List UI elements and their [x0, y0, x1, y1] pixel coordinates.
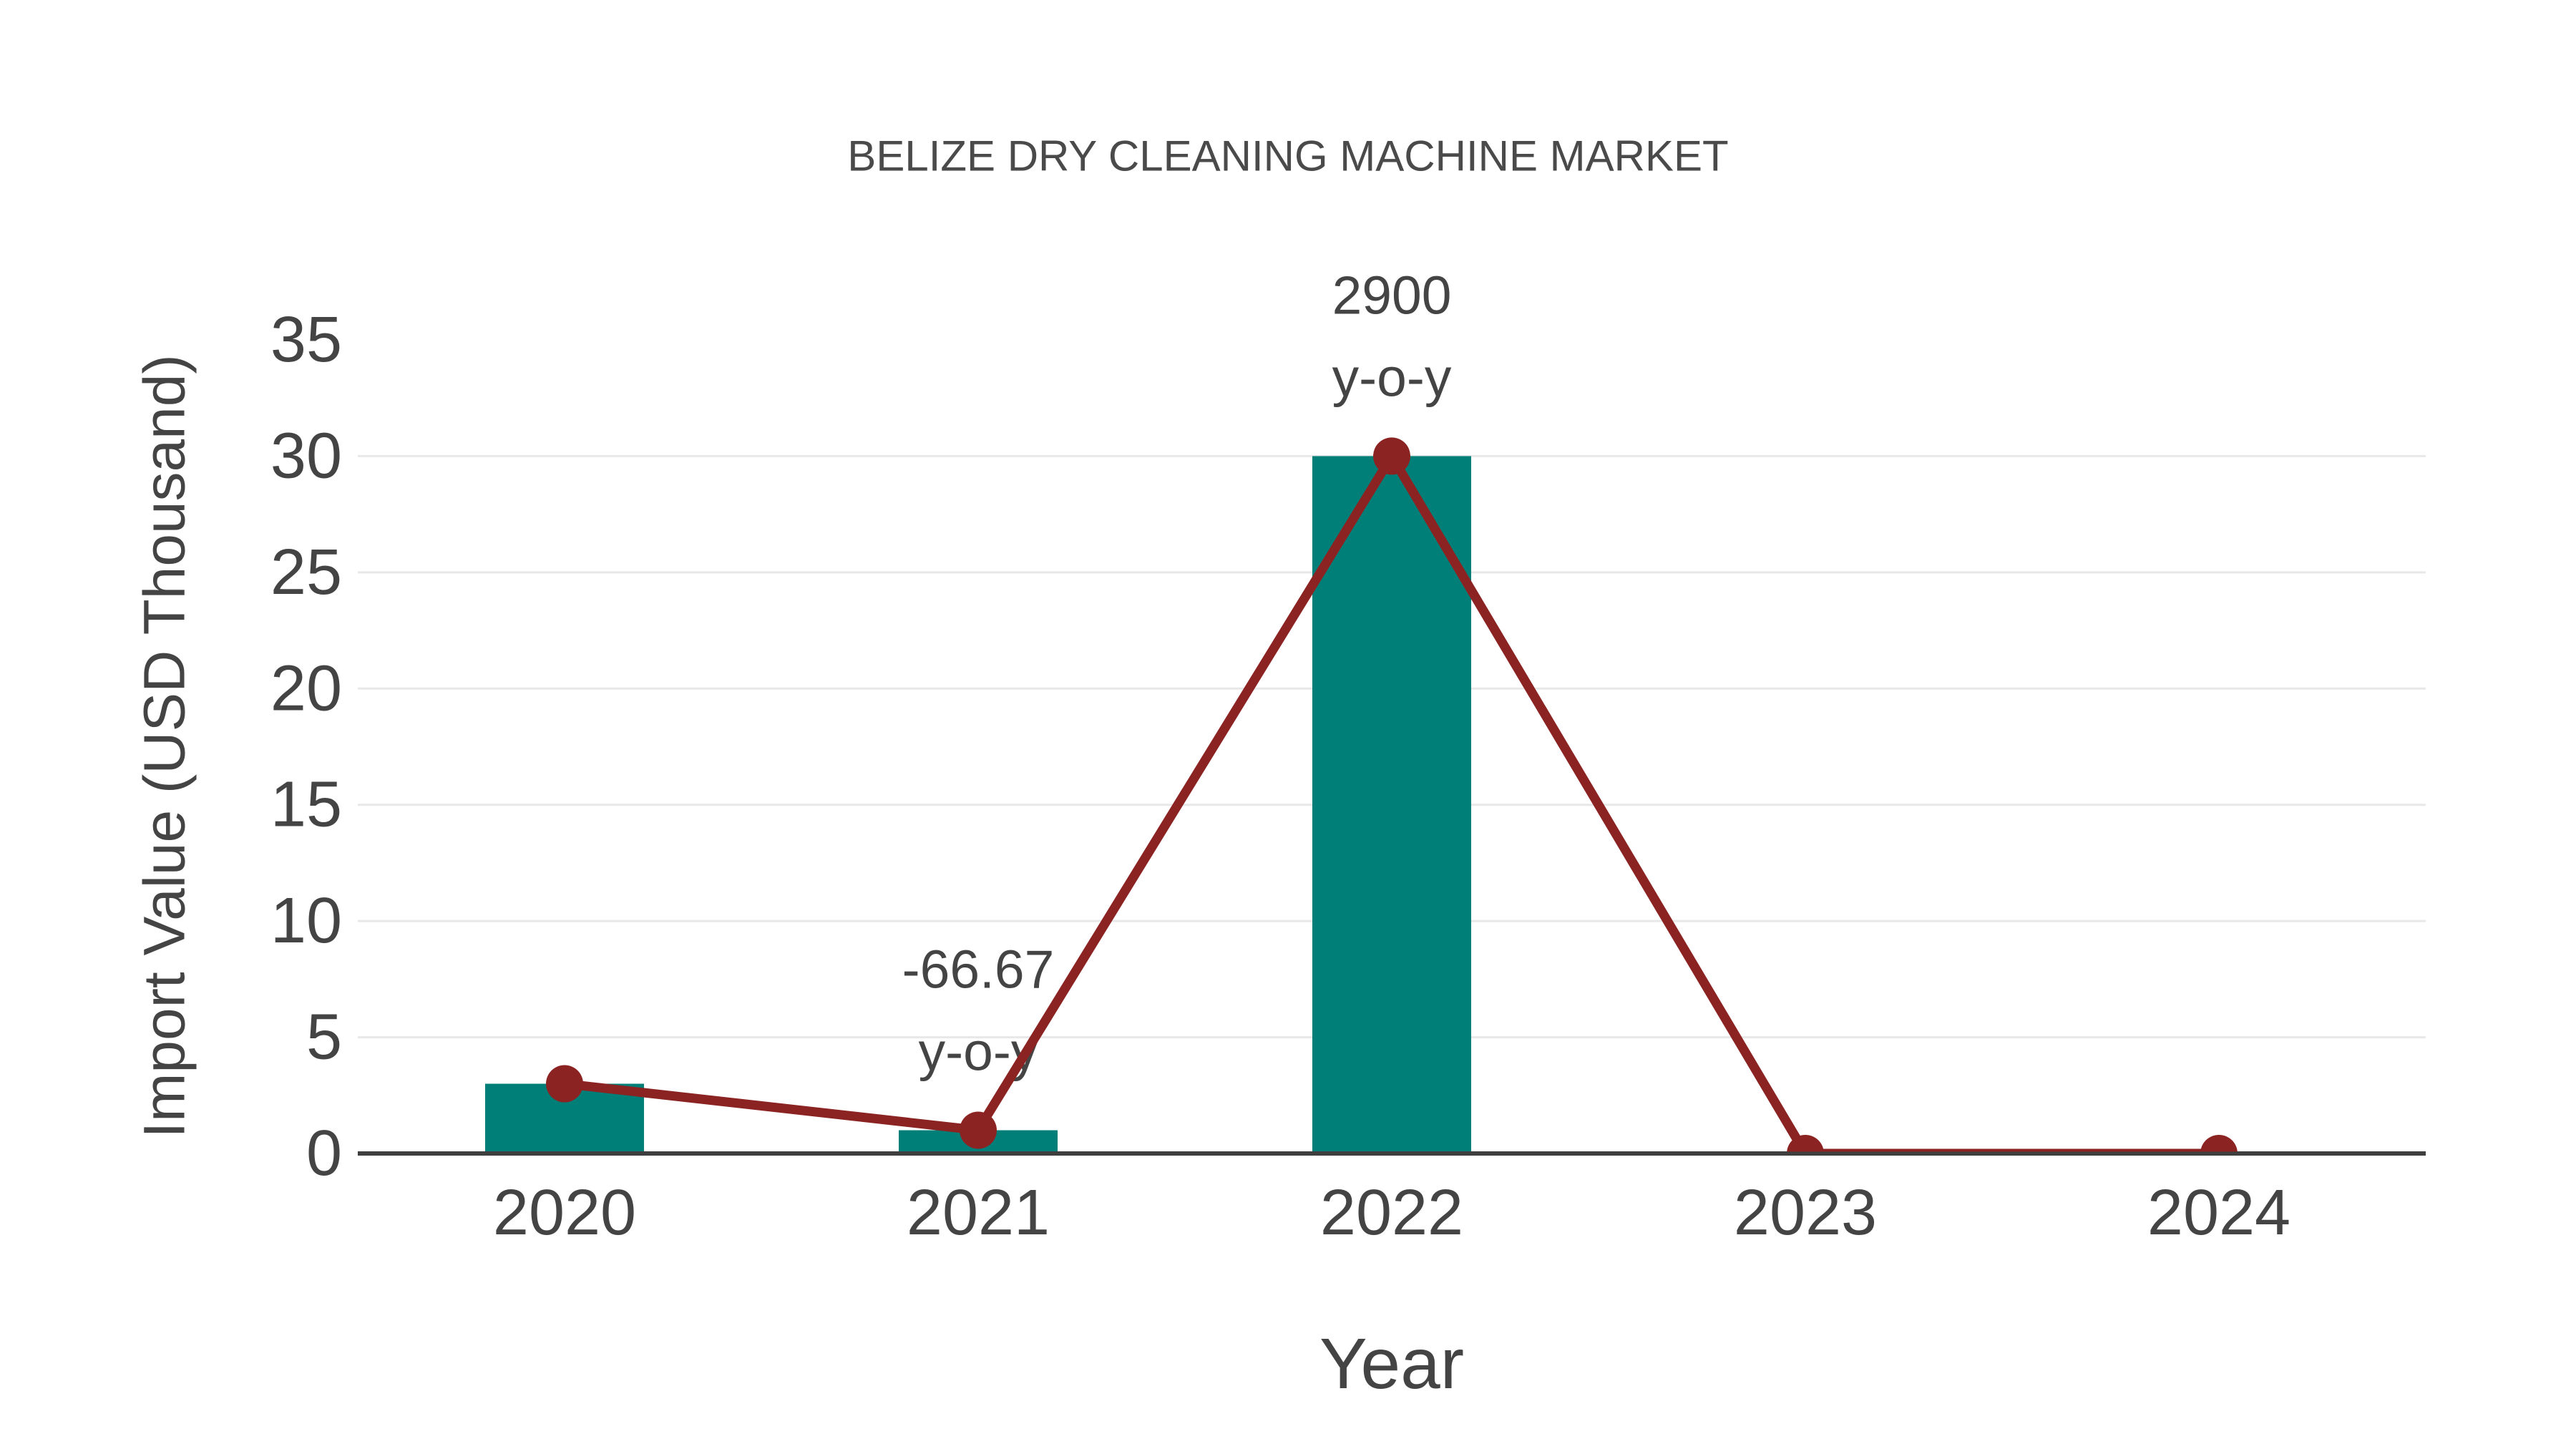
- bar-series: [485, 456, 1471, 1153]
- y-tick-30: 30: [270, 420, 342, 492]
- x-tick-2022: 2022: [1320, 1177, 1463, 1249]
- x-axis-tick-labels: 2020 2021 2022 2023 2024: [493, 1177, 2290, 1249]
- trend-line-series: [546, 437, 2238, 1152]
- y-axis-tick-labels: 0 5 10 15 20 25 30 35: [270, 304, 342, 1189]
- annotation-2021-line-1: y-o-y: [919, 1022, 1038, 1082]
- y-tick-15: 15: [270, 769, 342, 841]
- y-axis-title: Import Value (USD Thousand): [132, 354, 197, 1138]
- trend-marker-2024: [2200, 1135, 2238, 1152]
- annotation-2022-line-0: 2900: [1332, 265, 1452, 325]
- chart-title: BELIZE DRY CLEANING MACHINE MARKET: [847, 132, 1728, 180]
- y-tick-25: 25: [270, 537, 342, 608]
- bar-2022: [1312, 456, 1471, 1153]
- trend-marker-2021: [960, 1111, 997, 1149]
- x-tick-2024: 2024: [2147, 1177, 2290, 1249]
- y-tick-20: 20: [270, 653, 342, 724]
- y-tick-0: 0: [306, 1118, 342, 1189]
- y-tick-10: 10: [270, 885, 342, 957]
- x-tick-2023: 2023: [1734, 1177, 1877, 1249]
- trend-marker-2022: [1373, 437, 1410, 475]
- x-axis-title: Year: [1319, 1324, 1464, 1404]
- x-tick-2021: 2021: [907, 1177, 1050, 1249]
- trend-marker-2020: [546, 1065, 583, 1103]
- annotation-2021-line-0: -66.67: [902, 940, 1055, 1000]
- annotation-2022-line-1: y-o-y: [1332, 347, 1452, 407]
- y-tick-35: 35: [270, 304, 342, 376]
- x-tick-2020: 2020: [493, 1177, 636, 1249]
- trend-marker-2023: [1787, 1135, 1824, 1152]
- y-tick-5: 5: [306, 1002, 342, 1073]
